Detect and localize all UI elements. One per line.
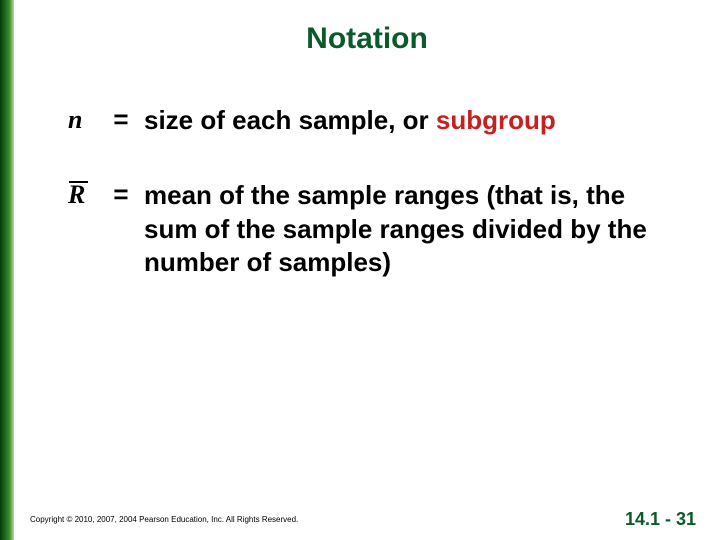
equals-sign: = [104,104,138,135]
definition-row: n = size of each sample, or subgroup [68,104,680,137]
equals-sign: = [104,179,138,210]
highlight-subgroup: subgroup [436,105,556,135]
left-gradient-border [0,0,14,540]
definitions-list: n = size of each sample, or subgroup R =… [68,104,680,279]
definition-text: size of each sample, or subgroup [138,104,680,137]
symbol-n: n [68,104,104,135]
definition-row: R = mean of the sample ranges (that is, … [68,179,680,279]
page-number: 14.1 - 31 [625,509,696,530]
symbol-r-bar: R [68,179,104,210]
slide-content: Notation n = size of each sample, or sub… [14,0,720,540]
definition-text-pre: size of each sample, or [144,105,436,135]
definition-text: mean of the sample ranges (that is, the … [138,179,680,279]
definition-text-post: mean of the sample ranges (that is, the … [144,180,647,277]
copyright-text: Copyright © 2010, 2007, 2004 Pearson Edu… [30,515,298,524]
slide-title: Notation [54,22,680,56]
